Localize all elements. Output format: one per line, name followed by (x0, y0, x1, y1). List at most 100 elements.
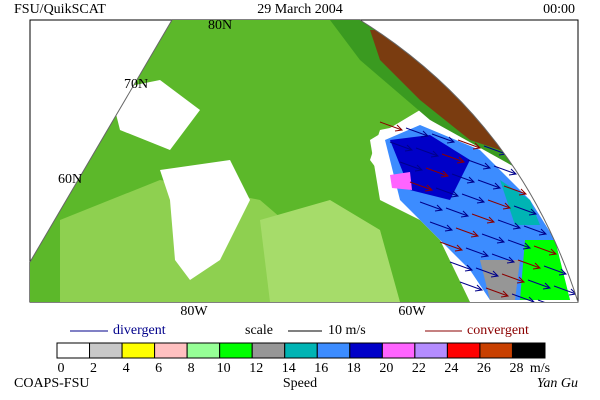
wind-arrow (441, 153, 466, 164)
wind-arrow (389, 141, 414, 152)
author: Yan Gu (537, 376, 578, 391)
wind-arrow (493, 165, 518, 176)
wind-arrow (419, 201, 444, 212)
wind-arrow (457, 139, 482, 150)
sector-edge (29, 19, 579, 303)
wind-arrow (409, 181, 434, 192)
colorbar-unit: m/s (530, 361, 550, 376)
lat-label: 60N (58, 172, 82, 187)
hudson-bay (160, 160, 250, 280)
wind-arrow (455, 227, 480, 238)
wind-arrow (485, 287, 510, 298)
wind-arrow (429, 221, 454, 232)
colorbar-tick: 6 (155, 361, 162, 376)
institution: COAPS-FSU (14, 376, 89, 391)
colorbar-tick: 10 (217, 361, 231, 376)
wind-arrow (399, 161, 424, 172)
wind-arrow (543, 265, 568, 276)
wind-arrow (507, 239, 532, 250)
colorbar-tick: 26 (477, 361, 491, 376)
color-box (316, 342, 351, 359)
wind-arrow (564, 306, 586, 315)
colorbar-label: Speed (283, 376, 317, 391)
legend: divergent scale 10 m/s convergent (70, 323, 529, 338)
wind-arrow (435, 187, 460, 198)
colorbar-tick: 2 (90, 361, 97, 376)
color-box (479, 342, 513, 359)
colorbar: 0 2 4 6 8 10 12 14 16 18 20 22 24 26 28 m/s (56, 342, 550, 376)
wind-moderate (500, 180, 540, 225)
lon-label: 80W (180, 304, 208, 319)
wind-arrow (590, 312, 600, 321)
color-box (284, 342, 318, 359)
land-light (260, 200, 400, 302)
wind-arrow (523, 225, 548, 236)
color-box (381, 342, 416, 359)
wind-arrow (467, 159, 492, 170)
colorbar-tick: 4 (123, 361, 130, 376)
colorbar-tick: 24 (444, 361, 458, 376)
wind-arrow (533, 245, 558, 256)
colorbar-tick: 14 (282, 361, 296, 376)
wind-arrow (491, 253, 516, 264)
colorbar-tick: 28 (509, 361, 523, 376)
wind-arrow (405, 127, 430, 138)
lon-label: 60W (398, 304, 426, 319)
colorbar-tick: 20 (379, 361, 393, 376)
wind-arrow (537, 299, 562, 302)
wind-arrow (431, 133, 456, 144)
color-box (219, 342, 253, 359)
water (110, 80, 200, 150)
colorbar-tick: 0 (58, 361, 65, 376)
wind-arrow (517, 259, 542, 270)
colorbar-tick: 12 (249, 361, 263, 376)
color-box (154, 342, 188, 359)
color-box (349, 342, 383, 359)
scale-value: 10 m/s (328, 323, 366, 338)
color-box (121, 342, 156, 359)
wind-arrow (461, 193, 486, 204)
wind-arrow (471, 213, 496, 224)
wind-arrow (459, 281, 484, 292)
wind-arrow (487, 199, 512, 210)
colorbar-tick: 18 (347, 361, 361, 376)
wind-arrow (445, 207, 470, 218)
wind-arrow (451, 173, 476, 184)
wind-arrow (481, 233, 506, 244)
time: 00:00 (543, 2, 575, 17)
convergent-label: convergent (467, 323, 529, 338)
source: FSU/QuikSCAT (14, 2, 106, 17)
color-box (251, 342, 286, 359)
wind-arrow (425, 167, 450, 178)
wind-arrow (497, 219, 522, 230)
map: 80N 70N 60N 80W 60W (29, 18, 600, 321)
lat-label: 80N (208, 18, 232, 33)
wind-arrow (379, 121, 404, 132)
wind-arrow (503, 185, 528, 196)
colorbar-tick: 16 (314, 361, 328, 376)
wind-arrow (511, 293, 536, 302)
wind-light (520, 240, 570, 300)
wind-arrow (501, 273, 526, 284)
wind-arrow (527, 279, 552, 290)
wind-weak (480, 260, 520, 300)
wind-arrow (465, 247, 490, 258)
wind-arrow (475, 267, 500, 278)
color-box (56, 342, 91, 359)
wind-arrow (415, 147, 440, 158)
color-box (446, 342, 481, 359)
wind-arrow (439, 241, 464, 252)
wind-arrow (449, 261, 474, 272)
colorbar-tick: 8 (188, 361, 195, 376)
color-box (89, 342, 123, 359)
divergent-label: divergent (113, 323, 166, 338)
wind-arrow (580, 292, 600, 301)
color-box (186, 342, 221, 359)
color-box (414, 342, 448, 359)
date: 29 March 2004 (257, 2, 343, 17)
lat-label: 70N (124, 77, 148, 92)
scale-label: scale (245, 323, 273, 338)
wind-arrow (513, 205, 538, 216)
colorbar-tick: 22 (412, 361, 426, 376)
